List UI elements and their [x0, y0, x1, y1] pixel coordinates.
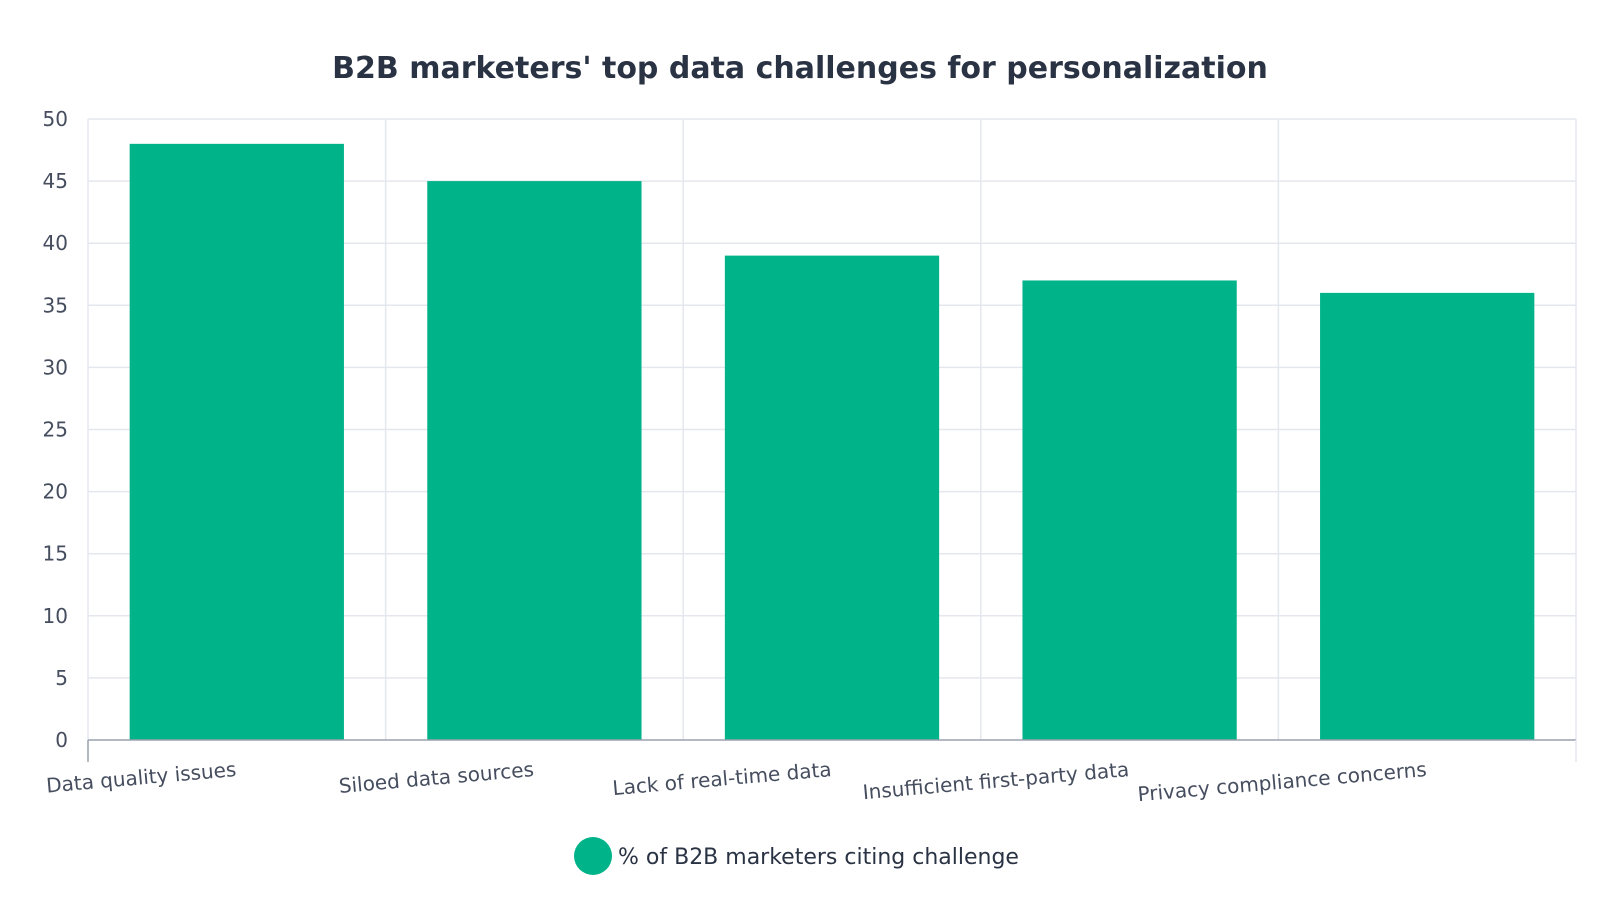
bar: [129, 143, 344, 741]
bar: [1022, 280, 1237, 740]
legend-label: % of B2B marketers citing challenge: [618, 845, 1019, 870]
chart-title: B2B marketers' top data challenges for p…: [332, 51, 1268, 86]
legend[interactable]: % of B2B marketers citing challenge: [574, 837, 1019, 875]
y-tick-label: 15: [43, 542, 68, 566]
y-tick-label: 25: [43, 418, 68, 442]
y-tick-label: 20: [43, 480, 68, 504]
axes: [87, 739, 1577, 762]
y-tick-label: 35: [43, 293, 68, 317]
x-tick-label: Privacy compliance concerns: [1137, 757, 1428, 806]
x-tick-label: Siloed data sources: [338, 757, 535, 798]
y-tick-label: 5: [55, 666, 68, 690]
bar: [427, 181, 642, 741]
bars: [129, 143, 1535, 741]
legend-swatch-icon: [574, 837, 612, 875]
y-tick-label: 45: [43, 169, 68, 193]
y-tick-label: 50: [43, 107, 68, 131]
x-tick-label: Lack of real-time data: [611, 757, 832, 800]
x-tick-label: Insufficient first-party data: [862, 757, 1130, 804]
bar: [724, 255, 940, 740]
bar: [1320, 292, 1535, 740]
y-tick-label: 0: [55, 728, 68, 752]
y-axis-ticks: 0 5 10 15 20 25 30 35 40 45 50: [43, 107, 68, 752]
x-tick-label: Data quality issues: [45, 757, 237, 798]
y-tick-label: 40: [43, 231, 68, 255]
y-tick-label: 30: [43, 355, 68, 379]
y-tick-label: 10: [43, 604, 68, 628]
x-axis-ticks: Data quality issues Siloed data sources La…: [45, 757, 1427, 806]
